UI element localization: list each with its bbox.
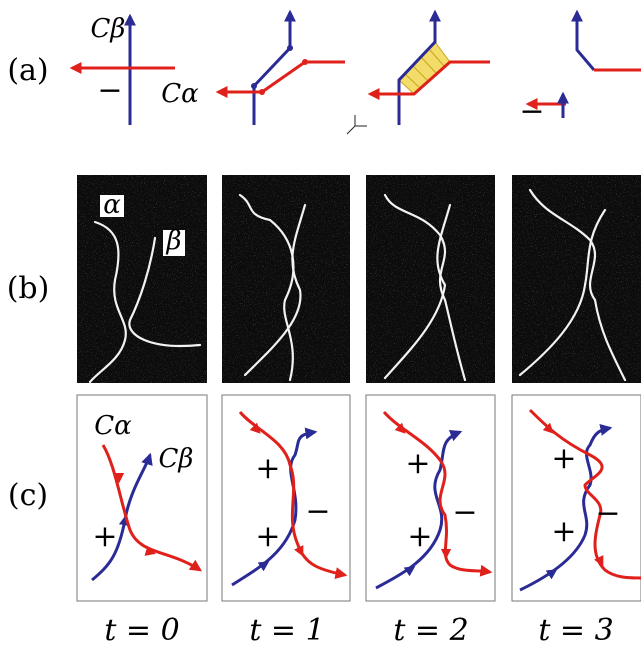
row-label: (a)	[7, 53, 48, 88]
curve-label: Cβ	[159, 444, 194, 474]
sign: −	[452, 495, 477, 530]
curve-label: Cα	[94, 411, 132, 441]
micrograph	[512, 175, 641, 383]
sign: +	[255, 519, 280, 554]
micrograph: α β	[77, 175, 207, 384]
panel-a3	[346, 9, 490, 135]
axis-label: Cβ	[91, 14, 126, 44]
micrograph	[222, 175, 350, 383]
sketch: + + −	[221, 394, 351, 602]
sign: +	[551, 514, 576, 549]
sign: −	[97, 73, 122, 108]
time-label: t = 3	[538, 613, 613, 648]
sketch: Cα Cβ +	[76, 394, 208, 602]
sign: +	[92, 519, 117, 554]
axis-label: Cα	[161, 79, 199, 109]
panel-a2	[215, 9, 345, 125]
panel-a4: −	[519, 9, 641, 129]
sign: +	[407, 519, 432, 554]
sketch-row: Cα Cβ + + + − + + − + + −	[76, 394, 641, 602]
row-label: (c)	[8, 478, 48, 513]
image-row: α β	[77, 175, 641, 384]
sign: +	[255, 451, 280, 486]
sketch: + + −	[365, 394, 496, 602]
sketch: + + −	[511, 394, 641, 602]
sign: −	[595, 496, 620, 531]
sign: −	[305, 494, 330, 529]
micrograph	[366, 175, 495, 383]
sign: +	[551, 441, 576, 476]
row-label: (b)	[7, 271, 50, 306]
time-label: t = 2	[393, 613, 468, 648]
sign: +	[405, 446, 430, 481]
strand-label: β	[165, 226, 181, 256]
sign: −	[519, 94, 544, 129]
strand-label: α	[103, 190, 121, 220]
time-label: t = 1	[249, 613, 324, 648]
panel-a1: Cβ Cα −	[69, 13, 199, 125]
time-label: t = 0	[104, 613, 179, 648]
